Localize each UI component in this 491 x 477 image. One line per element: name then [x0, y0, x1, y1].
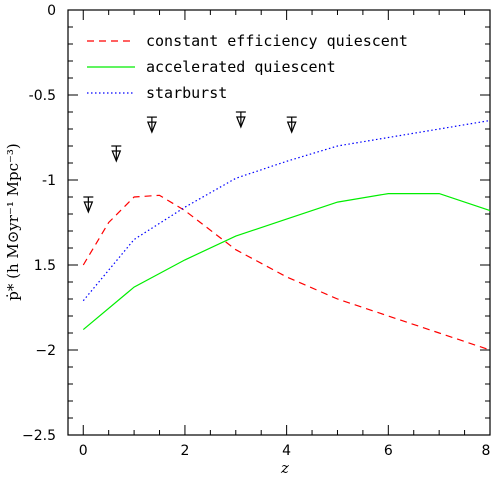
upper-limit-arrow [286, 116, 297, 134]
x-tick-label: 6 [384, 443, 393, 459]
y-axis-title: ṗ* (h M⊙yr⁻¹ Mpc⁻³) [4, 143, 22, 301]
limit-arrowhead [111, 150, 122, 163]
x-axis-title: z [280, 459, 289, 477]
legend: constant efficiency quiescent accelerated… [87, 32, 408, 102]
limit-arrowhead [83, 201, 94, 214]
axes-frame [67, 9, 491, 436]
plot-frame [67, 9, 491, 436]
upper-limit-arrow [235, 111, 246, 129]
series-line-starburst [82, 119, 491, 302]
series-layer [82, 119, 491, 351]
limit-arrowhead [147, 121, 157, 134]
y-tick-label: -1 [42, 173, 56, 189]
legend-label: constant efficiency quiescent [146, 32, 408, 50]
y-tick-label: 1.5 [34, 258, 56, 274]
y-tick-label: −2 [35, 343, 56, 359]
x-tick-label: 4 [282, 443, 291, 459]
upper-limit-arrow [146, 116, 157, 134]
x-tick-label: 0 [79, 443, 88, 459]
legend-label: starburst [146, 84, 227, 102]
legend-label: accelerated quiescent [146, 58, 336, 76]
y-tick-label: -0.5 [29, 88, 56, 104]
ticks [68, 9, 491, 436]
series-line-constant-efficiency-quiescent [82, 194, 491, 351]
series-line-accelerated-quiescent [82, 193, 491, 331]
upper-limit-arrow [83, 196, 94, 214]
tick-labels: 0 2 4 6 8 0 -0.5 -1 1.5 −2 −2.5 [22, 3, 490, 459]
limit-arrowhead [286, 121, 297, 134]
upper-limits [83, 111, 297, 214]
x-tick-label: 8 [482, 443, 491, 459]
y-tick-label: −2.5 [22, 428, 56, 444]
upper-limit-arrow [111, 145, 122, 163]
limit-arrowhead [235, 116, 246, 129]
y-tick-label: 0 [47, 3, 56, 19]
x-tick-label: 2 [180, 443, 189, 459]
